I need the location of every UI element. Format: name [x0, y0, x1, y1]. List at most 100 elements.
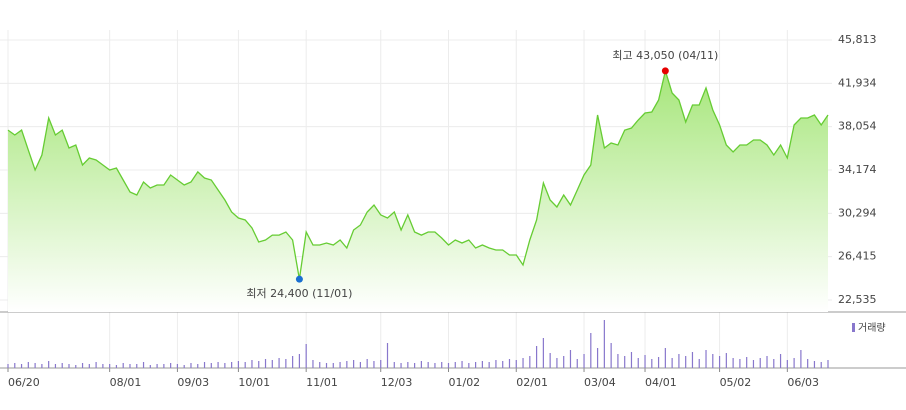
volume-bar: [495, 360, 497, 368]
volume-bar: [779, 354, 782, 368]
volume-bar: [630, 352, 633, 368]
volume-bar: [332, 363, 334, 368]
volume-bar: [183, 365, 185, 368]
volume-bar: [468, 363, 470, 368]
volume-bar: [488, 362, 490, 368]
x-tick-label: 10/01: [238, 376, 270, 389]
volume-bar: [7, 364, 9, 368]
x-tick-label: 03/04: [584, 376, 616, 389]
volume-bar: [535, 346, 538, 368]
volume-bar: [583, 354, 585, 368]
volume-bar: [170, 363, 172, 368]
volume-bar: [264, 359, 267, 368]
volume-bar: [746, 357, 748, 368]
volume-bar: [644, 355, 646, 368]
volume-bar: [556, 358, 558, 368]
volume-bar: [373, 361, 375, 368]
y-tick-label: 26,415: [838, 250, 877, 263]
volume-bar: [210, 363, 212, 368]
volume-bar: [217, 362, 219, 368]
volume-bar: [115, 365, 118, 368]
volume-bar: [441, 362, 443, 368]
volume-bar: [502, 361, 504, 368]
volume-bar: [258, 361, 260, 368]
volume-bar: [142, 362, 145, 368]
volume-bar: [691, 352, 694, 368]
volume-bar: [624, 356, 626, 368]
volume-bar: [95, 362, 97, 368]
volume-bar: [163, 364, 165, 368]
x-tick-label: 06/20: [8, 376, 40, 389]
volume-bar: [705, 350, 707, 368]
volume-bar: [454, 362, 456, 368]
volume-bar: [393, 362, 395, 368]
min-dot: [295, 275, 303, 283]
volume-bar: [156, 364, 158, 368]
y-tick-label: 41,934: [838, 76, 877, 89]
volume-bar: [698, 359, 700, 368]
volume-bar: [515, 360, 517, 368]
volume-bar: [739, 359, 741, 368]
volume-bar: [420, 361, 422, 368]
volume-bar: [278, 358, 280, 368]
volume-bar: [617, 354, 619, 368]
volume-bar: [596, 348, 599, 368]
volume-bar: [203, 362, 206, 368]
volume-bar: [590, 333, 592, 368]
volume-bar: [651, 359, 653, 368]
volume-bar: [386, 343, 389, 368]
y-tick-label: 22,535: [838, 293, 877, 306]
volume-bar: [481, 361, 483, 368]
y-tick-label: 30,294: [838, 206, 877, 219]
y-tick-label: 34,174: [838, 163, 877, 176]
x-tick-label: 01/02: [448, 376, 480, 389]
volume-bar: [197, 364, 199, 368]
volume-bar: [271, 360, 273, 368]
volume-bar: [346, 361, 348, 368]
volume-bar: [664, 348, 666, 368]
price-area: [8, 70, 828, 313]
volume-bar: [68, 364, 70, 368]
volume-bar: [149, 365, 151, 368]
volume-bar: [461, 361, 463, 368]
volume-bar: [508, 359, 511, 368]
volume-bar: [75, 365, 77, 368]
volume-bar: [427, 362, 429, 368]
volume-bar: [20, 364, 23, 368]
volume-bar: [285, 359, 287, 368]
volume-bar: [292, 356, 294, 368]
volume-bar: [176, 364, 179, 368]
volume-bar: [122, 363, 124, 368]
volume-bar: [820, 362, 822, 368]
volume-bar: [827, 360, 829, 368]
volume-bar: [41, 364, 43, 368]
volume-bar: [712, 354, 714, 368]
legend-label: 거래량: [858, 322, 886, 334]
volume-bar: [325, 363, 328, 368]
volume-bar: [312, 360, 314, 368]
volume-bar: [136, 364, 138, 368]
volume-bar: [102, 364, 104, 368]
volume-bar: [671, 358, 673, 368]
min-annotation: 최저 24,400 (11/01): [246, 287, 352, 300]
volume-bar: [244, 362, 246, 368]
volume-bar: [305, 344, 307, 368]
volume-bar: [576, 359, 578, 368]
volume-bar: [81, 363, 84, 368]
volume-bar: [34, 363, 36, 368]
volume-bar: [109, 364, 111, 368]
max-annotation: 최고 43,050 (04/11): [612, 49, 718, 62]
volume-bar: [549, 353, 551, 368]
x-tick-label: 02/01: [516, 376, 548, 389]
volume-bar: [54, 364, 57, 368]
x-tick-label: 06/03: [787, 376, 819, 389]
x-tick-label: 09/03: [177, 376, 209, 389]
volume-bar: [773, 359, 775, 368]
volume-bar: [603, 320, 605, 368]
volume-bar: [752, 360, 755, 368]
volume-bar: [732, 358, 734, 368]
volume-bar: [27, 362, 29, 368]
volume-bar: [759, 358, 761, 368]
